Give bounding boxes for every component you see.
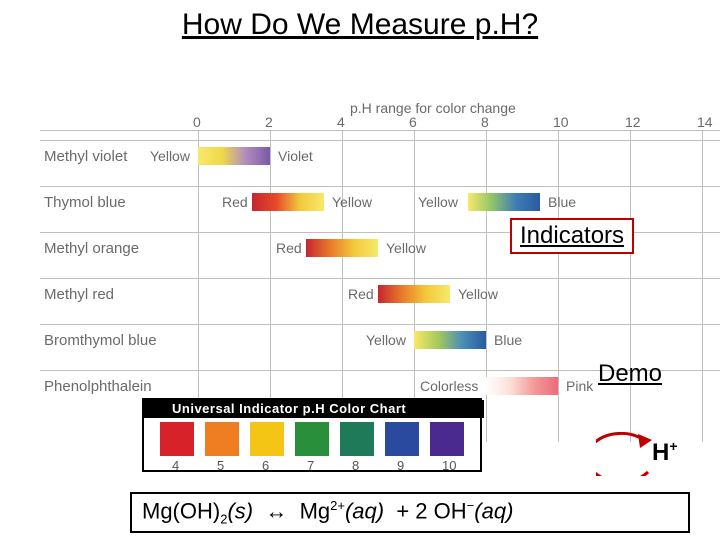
universal-swatch bbox=[340, 422, 374, 456]
universal-ph-number: 7 bbox=[307, 458, 314, 473]
gridline bbox=[558, 130, 559, 442]
universal-ph-number: 5 bbox=[217, 458, 224, 473]
universal-ph-number: 4 bbox=[172, 458, 179, 473]
indicator-name: Bromthymol blue bbox=[44, 332, 157, 349]
universal-title: Universal Indicator p.H Color Chart bbox=[172, 401, 406, 416]
color-label: Yellow bbox=[458, 286, 498, 302]
universal-ph-number: 10 bbox=[442, 458, 456, 473]
gridline bbox=[342, 130, 343, 442]
axis-tick: 4 bbox=[337, 114, 345, 130]
gridline bbox=[270, 130, 271, 442]
color-label: Red bbox=[276, 240, 302, 256]
universal-swatch bbox=[250, 422, 284, 456]
universal-ph-number: 8 bbox=[352, 458, 359, 473]
color-swatch bbox=[414, 331, 486, 349]
color-label: Yellow bbox=[150, 148, 190, 164]
curved-arrow-icon bbox=[596, 432, 652, 476]
axis-tick: 14 bbox=[697, 114, 713, 130]
universal-ph-number: 9 bbox=[397, 458, 404, 473]
gridline bbox=[630, 130, 631, 442]
indicator-chart: p.H range for color change 0 2 4 6 8 10 12 14 Met… bbox=[0, 42, 720, 382]
indicators-callout: Indicators bbox=[510, 218, 634, 254]
color-swatch bbox=[378, 285, 450, 303]
color-label: Yellow bbox=[366, 332, 406, 348]
row-divider bbox=[40, 278, 720, 279]
axis-tick: 8 bbox=[481, 114, 489, 130]
universal-swatch bbox=[430, 422, 464, 456]
axis-tick: 6 bbox=[409, 114, 417, 130]
indicator-name: Thymol blue bbox=[44, 194, 126, 211]
axis-tick: 12 bbox=[625, 114, 641, 130]
color-label: Colorless bbox=[420, 378, 478, 394]
indicator-name: Methyl red bbox=[44, 286, 114, 303]
color-swatch bbox=[198, 147, 270, 165]
universal-ph-number: 6 bbox=[262, 458, 269, 473]
axis-tick: 2 bbox=[265, 114, 273, 130]
indicator-name: Methyl violet bbox=[44, 148, 127, 165]
equation-box: Mg(OH)2(s) ↔ Mg2+(aq) + 2 OH−(aq) bbox=[130, 492, 690, 533]
axis-title: p.H range for color change bbox=[350, 100, 516, 116]
axis-line bbox=[40, 130, 720, 131]
color-label: Yellow bbox=[418, 194, 458, 210]
row-divider bbox=[40, 324, 720, 325]
color-label: Red bbox=[222, 194, 248, 210]
universal-swatch bbox=[385, 422, 419, 456]
color-label: Yellow bbox=[332, 194, 372, 210]
row-divider bbox=[40, 140, 720, 141]
color-swatch bbox=[306, 239, 378, 257]
indicator-name: Methyl orange bbox=[44, 240, 139, 257]
axis-tick: 10 bbox=[553, 114, 569, 130]
universal-indicator-box: Universal Indicator p.H Color Chart 4 5 6 7… bbox=[142, 398, 482, 472]
gridline bbox=[702, 130, 703, 442]
color-swatch bbox=[252, 193, 324, 211]
universal-swatch bbox=[205, 422, 239, 456]
color-label: Blue bbox=[548, 194, 576, 210]
indicator-name: Phenolphthalein bbox=[44, 378, 152, 395]
color-label: Blue bbox=[494, 332, 522, 348]
color-swatch bbox=[486, 377, 558, 395]
color-label: Violet bbox=[278, 148, 313, 164]
page-title: How Do We Measure p.H? bbox=[0, 0, 720, 42]
gridline bbox=[198, 130, 199, 442]
row-divider bbox=[40, 186, 720, 187]
axis-tick: 0 bbox=[193, 114, 201, 130]
universal-swatch bbox=[160, 422, 194, 456]
color-label: Yellow bbox=[386, 240, 426, 256]
color-label: Red bbox=[348, 286, 374, 302]
color-swatch bbox=[468, 193, 540, 211]
universal-swatch bbox=[295, 422, 329, 456]
h-plus-label: H+ bbox=[652, 438, 678, 467]
demo-callout: Demo bbox=[590, 358, 670, 390]
